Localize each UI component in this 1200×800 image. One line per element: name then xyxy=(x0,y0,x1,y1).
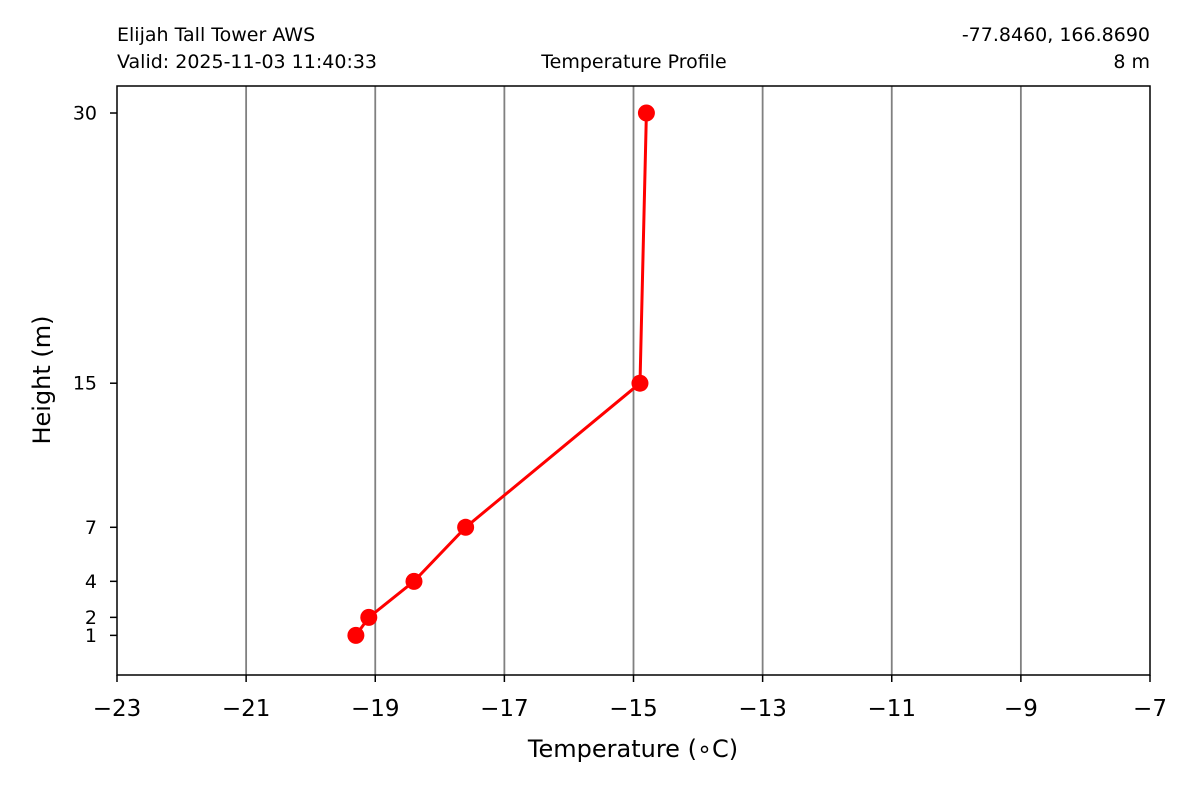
series-layer xyxy=(347,104,655,644)
station-coordinates: -77.8460, 166.8690 xyxy=(961,24,1150,46)
data-point xyxy=(347,626,365,644)
sensor-height: 8 m xyxy=(1113,51,1150,73)
x-axis: −23 −21 −19 −17 −15 −13 −11 −9 −7 xyxy=(93,675,1167,722)
grid-lines xyxy=(245,86,1022,675)
y-axis-label: Height (m) xyxy=(28,315,56,444)
data-point xyxy=(405,572,423,590)
y-axis: 12 4 7 15 30 xyxy=(73,103,117,647)
data-point xyxy=(360,608,378,626)
station-name: Elijah Tall Tower AWS xyxy=(117,24,316,46)
y-tick-label: 4 xyxy=(85,571,97,593)
x-tick-label: −13 xyxy=(738,696,787,722)
x-axis-label: Temperature (∘C) xyxy=(527,735,738,763)
y-tick-label: 7 xyxy=(85,517,97,539)
x-tick-label: −7 xyxy=(1133,696,1167,722)
series-line xyxy=(354,112,648,637)
data-point xyxy=(631,374,649,392)
x-tick-label: −9 xyxy=(1004,696,1038,722)
x-tick-label: −17 xyxy=(480,696,529,722)
data-point xyxy=(637,104,655,122)
x-tick-label: −23 xyxy=(93,696,142,722)
y-tick-label: 2 xyxy=(85,607,97,629)
x-tick-label: −15 xyxy=(609,696,658,722)
x-tick-label: −21 xyxy=(222,696,271,722)
valid-time: Valid: 2025-11-03 11:40:33 xyxy=(117,51,378,73)
data-point xyxy=(457,518,475,536)
y-tick-label: 30 xyxy=(73,103,97,125)
y-tick-label: 15 xyxy=(73,373,97,395)
chart-title: Temperature Profile xyxy=(541,51,727,73)
x-tick-label: −19 xyxy=(351,696,400,722)
x-tick-label: −11 xyxy=(867,696,916,722)
y-tick-label: 1 xyxy=(85,625,97,647)
